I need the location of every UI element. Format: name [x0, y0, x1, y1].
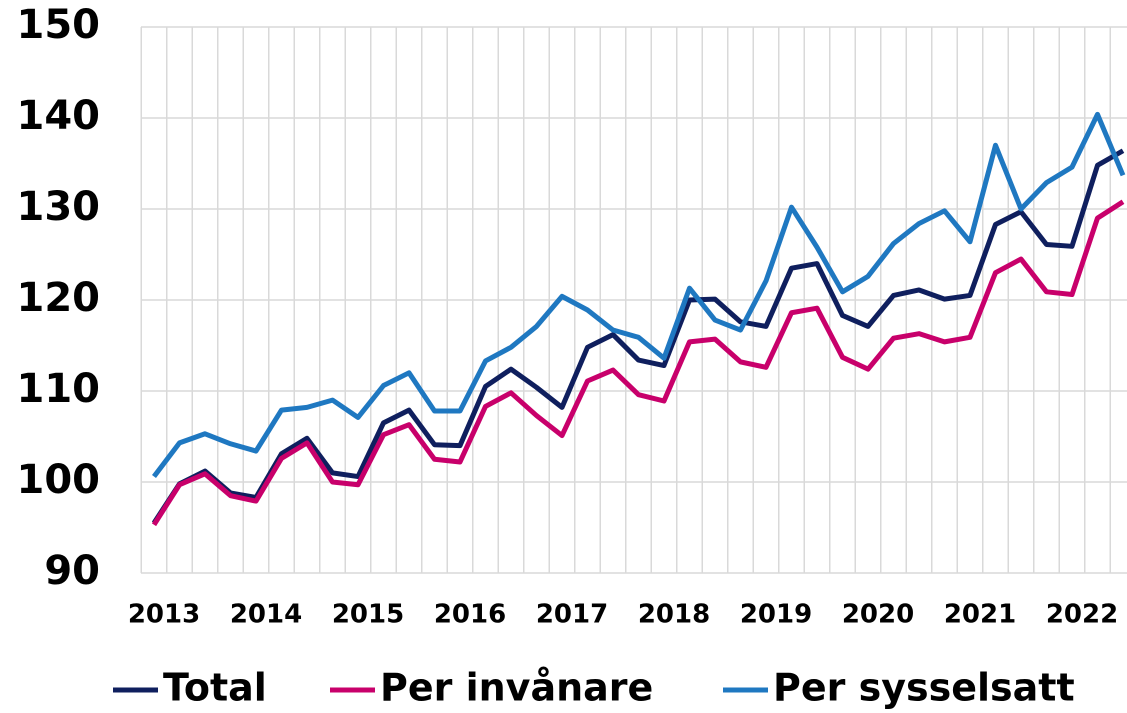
x-tick-label: 2016 — [434, 600, 506, 630]
legend-label: Per sysselsatt — [773, 666, 1075, 710]
series-line — [152, 111, 1126, 479]
x-tick-label: 2015 — [332, 600, 404, 630]
y-tick-label: 150 — [17, 2, 101, 48]
y-tick-label: 110 — [17, 366, 101, 412]
x-tick-label: 2013 — [128, 600, 200, 630]
y-tick-label: 100 — [17, 457, 101, 503]
series-line — [151, 199, 1125, 527]
series-line — [151, 148, 1125, 525]
y-tick-label: 90 — [44, 548, 100, 594]
x-tick-label: 2014 — [230, 600, 302, 630]
x-tick-label: 2018 — [638, 600, 710, 630]
y-tick-label: 120 — [17, 275, 101, 321]
x-tick-label: 2021 — [944, 600, 1016, 630]
legend-label: Per invånare — [380, 666, 653, 710]
x-tick-label: 2017 — [536, 600, 608, 630]
x-tick-label: 2022 — [1046, 600, 1118, 630]
y-tick-label: 140 — [17, 93, 101, 139]
x-tick-label: 2019 — [740, 600, 812, 630]
x-tick-label: 2020 — [842, 600, 914, 630]
y-tick-label: 130 — [17, 184, 101, 230]
legend-label: Total — [163, 666, 267, 710]
